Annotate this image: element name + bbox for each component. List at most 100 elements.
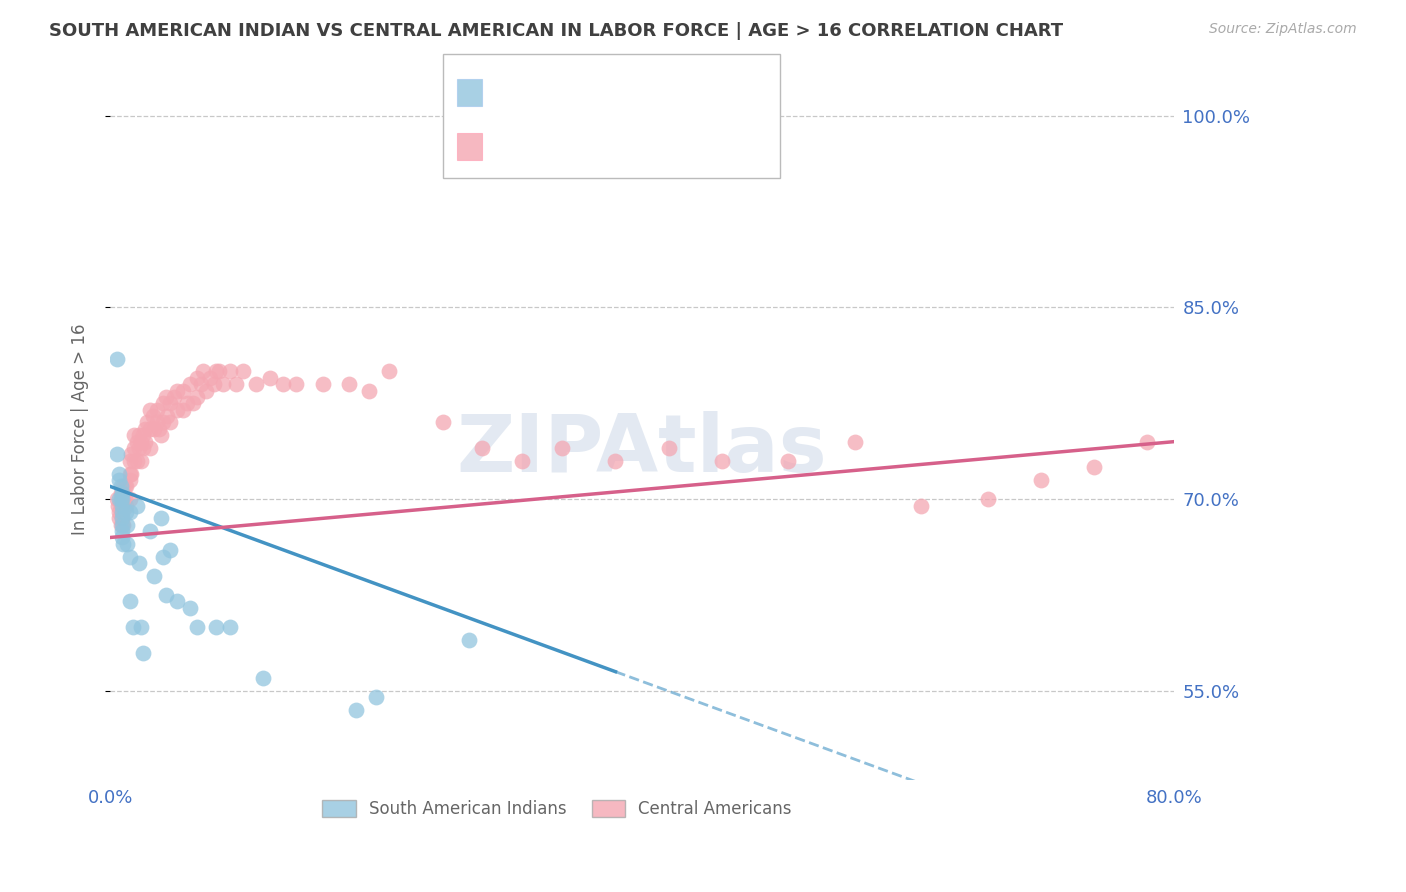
Point	[152, 549, 174, 564]
Point	[312, 377, 335, 392]
Point	[107, 499, 129, 513]
Point	[218, 620, 240, 634]
Point	[115, 499, 138, 513]
Point	[143, 569, 166, 583]
Text: R =: R =	[494, 132, 531, 150]
Point	[605, 454, 627, 468]
Point	[198, 370, 221, 384]
Text: R =: R =	[494, 78, 531, 96]
Point	[142, 409, 165, 423]
Point	[111, 511, 134, 525]
Point	[111, 511, 134, 525]
Point	[111, 524, 134, 538]
Legend: South American Indians, Central Americans: South American Indians, Central American…	[315, 793, 799, 825]
Text: 42: 42	[662, 78, 686, 96]
Point	[163, 390, 186, 404]
Point	[179, 600, 201, 615]
Text: -0.389: -0.389	[538, 78, 598, 96]
Point	[108, 511, 131, 525]
Point	[111, 517, 134, 532]
Point	[208, 364, 231, 378]
Point	[118, 454, 141, 468]
Point	[359, 384, 381, 398]
Point	[128, 556, 150, 570]
Point	[149, 428, 172, 442]
Point	[148, 422, 170, 436]
Point	[212, 377, 235, 392]
Point	[977, 492, 1000, 507]
Point	[120, 467, 142, 481]
Point	[190, 377, 212, 392]
Point	[232, 364, 254, 378]
Point	[339, 377, 361, 392]
Point	[155, 588, 177, 602]
Point	[145, 402, 167, 417]
Point	[111, 499, 134, 513]
Point	[111, 492, 134, 507]
Point	[105, 492, 128, 507]
Point	[108, 473, 131, 487]
Point	[134, 422, 156, 436]
Point	[112, 517, 135, 532]
Point	[122, 454, 145, 468]
Point	[218, 364, 240, 378]
Text: Source: ZipAtlas.com: Source: ZipAtlas.com	[1209, 22, 1357, 37]
Point	[1136, 434, 1159, 449]
Point	[271, 377, 294, 392]
Point	[193, 364, 215, 378]
Point	[432, 416, 454, 430]
Point	[152, 396, 174, 410]
Point	[122, 428, 145, 442]
Point	[118, 549, 141, 564]
Point	[132, 428, 155, 442]
Text: 0.234: 0.234	[538, 132, 592, 150]
Point	[471, 441, 494, 455]
Point	[111, 485, 134, 500]
Point	[108, 505, 131, 519]
Point	[202, 377, 225, 392]
Point	[122, 441, 145, 455]
Point	[125, 434, 148, 449]
Point	[125, 499, 148, 513]
Point	[152, 416, 174, 430]
Point	[108, 467, 131, 481]
Point	[136, 416, 159, 430]
Point	[844, 434, 866, 449]
Point	[159, 543, 181, 558]
Point	[118, 467, 141, 481]
Point	[112, 479, 135, 493]
Point	[105, 447, 128, 461]
Point	[108, 492, 131, 507]
Text: N =: N =	[620, 78, 659, 96]
Point	[118, 594, 141, 608]
Point	[285, 377, 308, 392]
Point	[128, 441, 150, 455]
Point	[110, 499, 132, 513]
Point	[129, 454, 152, 468]
Point	[139, 402, 162, 417]
Point	[186, 390, 208, 404]
Text: N =: N =	[620, 132, 659, 150]
Point	[252, 671, 274, 685]
Point	[172, 384, 194, 398]
Point	[159, 396, 181, 410]
Point	[110, 485, 132, 500]
Point	[115, 479, 138, 493]
Point	[110, 479, 132, 493]
Point	[110, 517, 132, 532]
Point	[145, 416, 167, 430]
Point	[139, 524, 162, 538]
Point	[378, 364, 401, 378]
Point	[132, 441, 155, 455]
Point	[128, 428, 150, 442]
Point	[551, 441, 574, 455]
Point	[139, 422, 162, 436]
Point	[225, 377, 247, 392]
Text: ZIPAtlas: ZIPAtlas	[457, 411, 828, 489]
Point	[166, 594, 188, 608]
Point	[710, 454, 733, 468]
Point	[111, 492, 134, 507]
Point	[159, 416, 181, 430]
Point	[111, 531, 134, 545]
Point	[259, 370, 281, 384]
